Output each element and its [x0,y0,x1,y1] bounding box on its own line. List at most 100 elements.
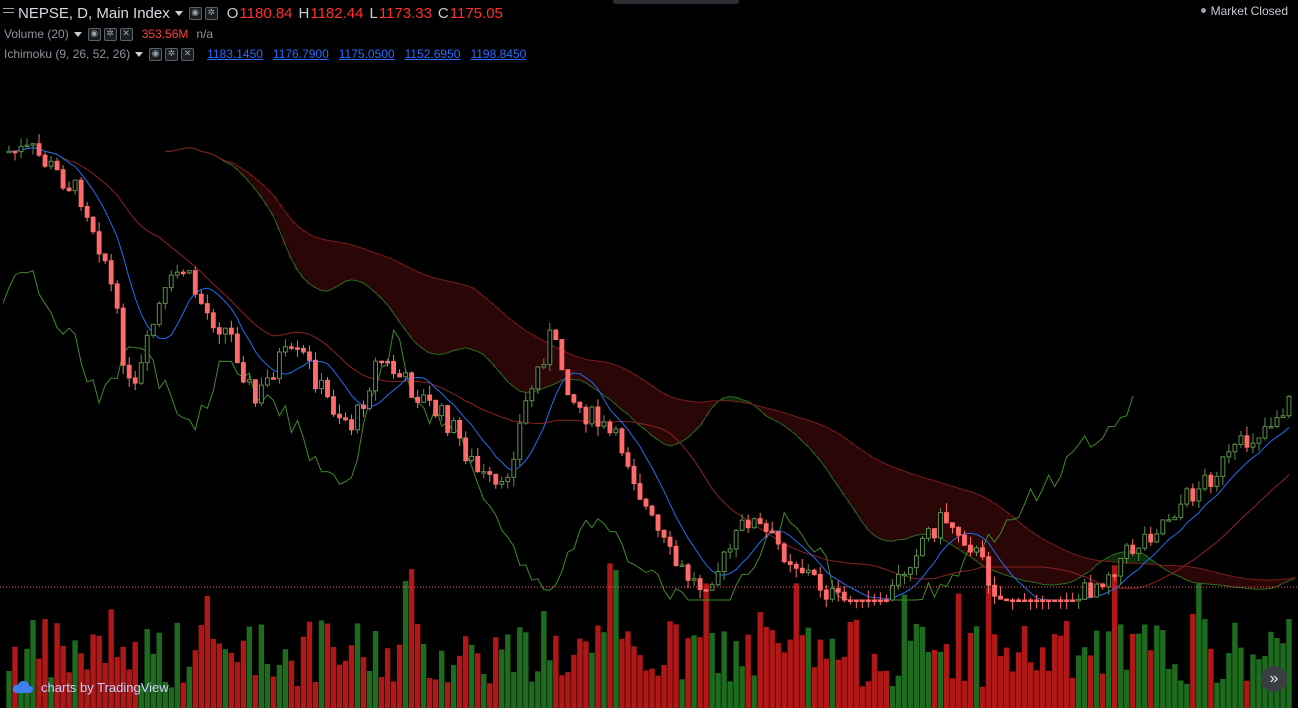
candle-body [180,271,186,275]
volume-bar [36,658,42,708]
cloud-segment [703,401,710,417]
candles [6,134,1292,610]
cloud-segment [318,238,325,291]
candle-body [234,333,240,364]
ichimoku-label[interactable]: Ichimoku (9, 26, 52, 26) [4,47,131,61]
cloud-segment [474,291,482,352]
cloud-segment [679,399,686,442]
candle-body [511,458,517,478]
candle-body [1112,574,1118,577]
volume-bar [258,624,265,708]
candle-body [1070,599,1076,602]
volume-bar [1214,682,1220,708]
cloud-segment [901,471,908,540]
volume-bar [216,643,223,708]
volume-bar [72,640,78,708]
volume-bar [1226,653,1232,708]
cloud-segment [390,259,398,313]
ichimoku-lagging-value[interactable]: 1175.0500 [338,47,395,61]
candle-body [877,599,883,602]
collapse-icon[interactable] [3,8,14,17]
top-tab-handle[interactable] [613,0,739,4]
volume-bar [787,639,793,708]
ichimoku-legend: Ichimoku (9, 26, 52, 26) ◉ ✲ ✕ 1183.1450… [4,46,526,62]
cloud-segment [288,219,295,259]
candle-body [1190,488,1196,502]
volume-bar [1033,670,1040,708]
gear-icon[interactable]: ✲ [204,6,218,20]
volume-label[interactable]: Volume (20) [4,27,69,41]
cloud-segment [733,397,740,402]
cloud-segment [655,389,662,440]
double-chevron-right-icon[interactable]: » [1261,666,1287,692]
volume-bar [114,657,120,708]
candle-body [667,536,673,547]
cloud-segment [516,326,524,392]
volume-dropdown-icon[interactable] [73,31,82,37]
volume-bar [1172,664,1178,708]
candle-body [950,522,955,528]
symbol-title[interactable]: NEPSE, D, Main Index [18,4,170,22]
ichimoku-span-b-value[interactable]: 1198.8450 [470,47,527,61]
candle-body [295,347,300,350]
volume-bar [30,620,36,708]
ichimoku-conversion-value[interactable]: 1183.1450 [207,47,263,61]
candle-body [72,179,78,192]
ichimoku-gear-icon[interactable]: ✲ [165,47,179,61]
cloud-segment [270,195,277,217]
volume-bar [919,626,926,708]
ichimoku-base-value[interactable]: 1176.7900 [272,47,329,61]
symbol-dropdown-icon[interactable] [174,10,183,16]
cloud-segment [588,360,596,387]
volume-gear-icon[interactable]: ✲ [103,27,117,41]
ichimoku-dropdown-icon[interactable] [135,51,144,57]
volume-bar [1166,668,1172,708]
volume-bar [192,650,198,708]
ichimoku-close-icon[interactable]: ✕ [181,47,195,61]
volume-bar [505,634,511,708]
cloud-segment [240,169,247,176]
candle-body [325,379,330,398]
cloud-segment [1075,555,1083,579]
candle-body [409,372,415,398]
volume-bar [444,682,451,708]
volume-bar [438,650,445,708]
candle-body [601,421,607,427]
volume-bar [637,655,643,708]
volume-bar [1087,655,1094,708]
candle-body [186,270,192,274]
cloud-segment [522,331,530,393]
volume-bar [204,595,211,708]
candle-body [1256,437,1262,444]
candle-body [697,578,703,591]
ichimoku-eye-icon[interactable]: ◉ [149,47,163,61]
volume-bar [943,644,950,708]
candle-body [841,591,847,601]
volume-eye-icon[interactable]: ◉ [87,27,101,41]
cloud-segment [1292,577,1298,579]
candle-body [739,519,745,531]
ichimoku-span-a-value[interactable]: 1152.6950 [404,47,461,61]
candle-body [156,302,162,325]
tradingview-branding[interactable]: charts by TradingView [12,678,169,696]
volume-bar [66,672,72,708]
volume-bar [841,656,848,708]
volume-bar [937,651,944,708]
eye-icon[interactable]: ◉ [188,6,202,20]
cloud-segment [1219,574,1227,586]
volume-bar [276,664,283,708]
cloud-segment [967,491,975,557]
cloud-segment [582,359,590,383]
cloud-segment [1039,538,1047,585]
volume-bar [396,644,403,708]
candle-body [853,599,859,602]
cloud-segment [414,271,422,345]
cloud-segment [420,274,428,350]
candle-body [673,545,679,566]
candle-body [769,530,775,534]
volume-bar [132,641,138,708]
volume-close-icon[interactable]: ✕ [119,27,133,41]
volume-bar [835,659,841,708]
cloud-segment [1267,579,1275,589]
